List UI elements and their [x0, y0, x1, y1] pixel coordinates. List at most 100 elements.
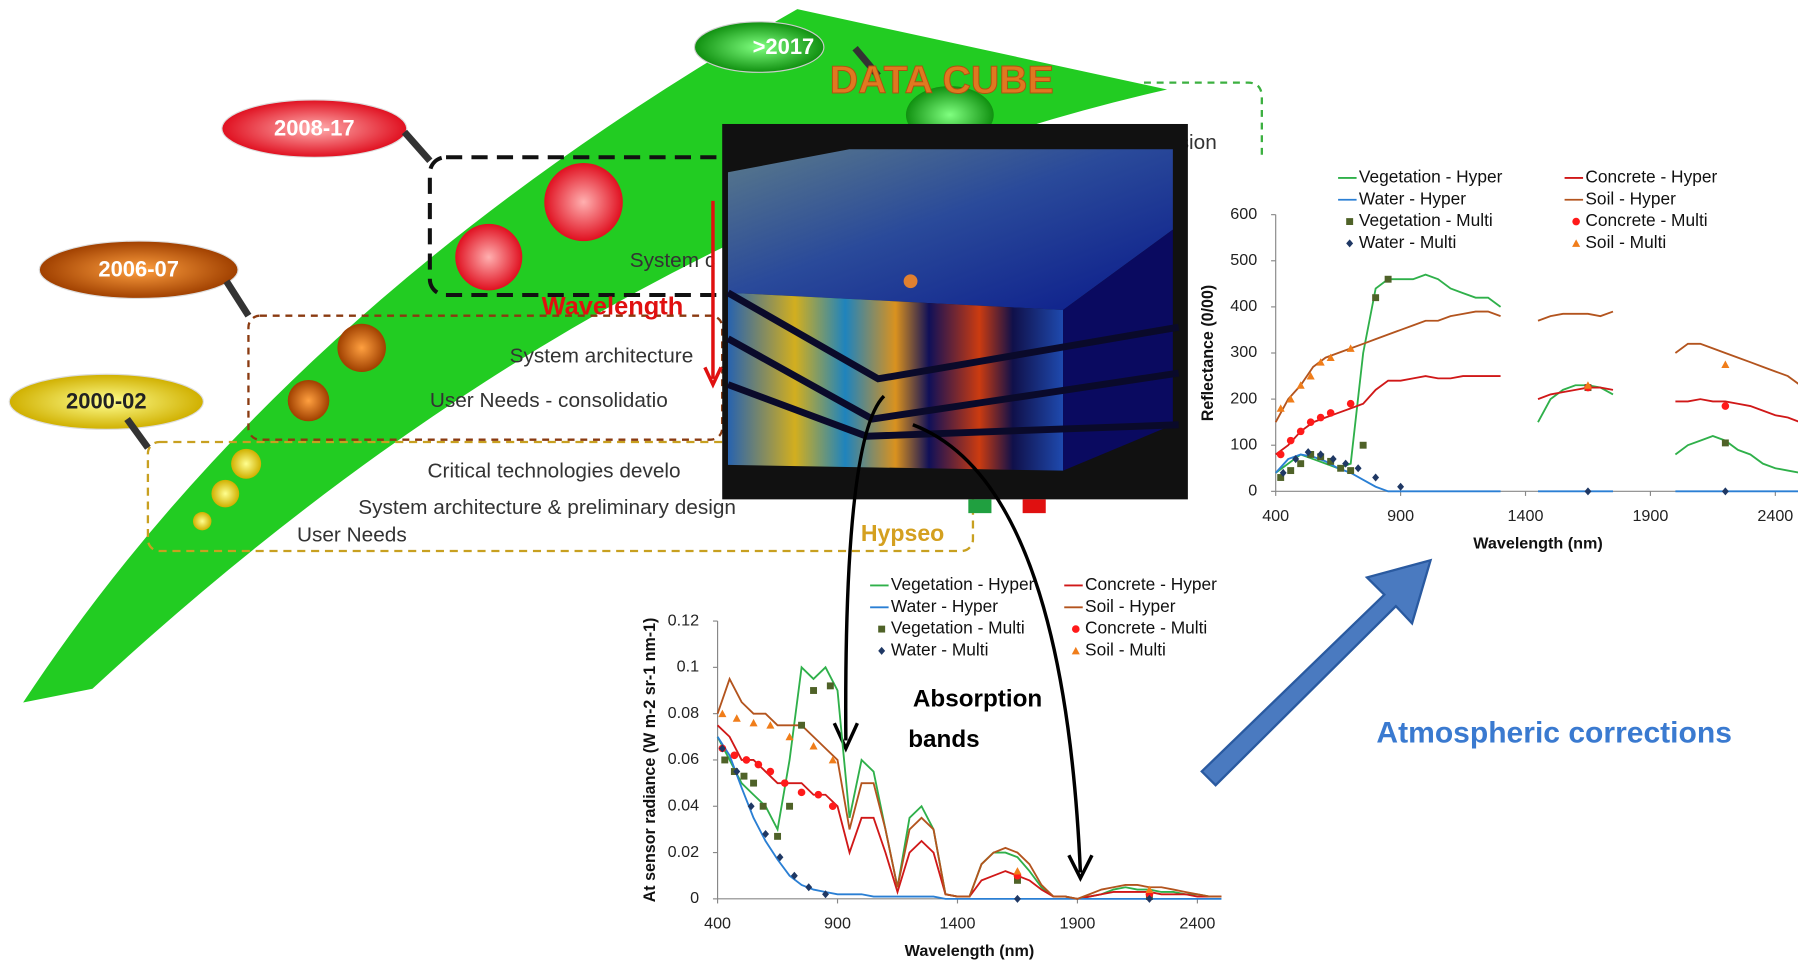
- ball: [455, 224, 522, 291]
- marker: [829, 802, 837, 810]
- correction-arrow: [1202, 560, 1431, 785]
- period-label: 2000-02: [66, 389, 147, 414]
- marker: [1585, 487, 1592, 495]
- legend-marker: [1346, 239, 1353, 247]
- marker: [1327, 409, 1335, 417]
- y-tick-label: 0.08: [668, 704, 699, 722]
- timeline-item: Critical technologies develo: [428, 459, 681, 482]
- band-marker: [1023, 499, 1046, 513]
- series-line: [1276, 312, 1798, 423]
- y-tick-label: 200: [1230, 389, 1257, 407]
- marker: [760, 803, 767, 810]
- marker: [741, 773, 748, 780]
- y-axis-title: At sensor radiance (W m-2 sr-1 nm-1): [641, 618, 659, 903]
- ball: [193, 512, 211, 530]
- x-tick-label: 1900: [1632, 507, 1668, 525]
- marker: [1385, 276, 1392, 283]
- mission-label: Hypseo: [861, 520, 944, 546]
- marker: [786, 803, 793, 810]
- marker: [810, 742, 818, 749]
- legend-label: Concrete - Multi: [1585, 210, 1707, 230]
- marker: [1287, 437, 1295, 445]
- x-tick-label: 900: [1387, 507, 1414, 525]
- x-axis-title: Wavelength (nm): [905, 942, 1035, 960]
- x-tick-label: 1900: [1059, 914, 1095, 932]
- y-tick-label: 300: [1230, 343, 1257, 361]
- x-tick-label: 1400: [1508, 507, 1544, 525]
- annotation: bands: [908, 726, 979, 753]
- marker: [731, 752, 739, 760]
- legend-label: Concrete - Hyper: [1585, 167, 1717, 187]
- marker: [1297, 428, 1305, 436]
- ball: [337, 324, 386, 372]
- marker: [1014, 895, 1021, 903]
- x-tick-label: 400: [1262, 507, 1289, 525]
- timeline-item: System architecture & preliminary design: [358, 496, 736, 519]
- timeline-item: User Needs - consolidatio: [430, 389, 668, 412]
- ball: [211, 480, 239, 508]
- pixel-marker: [904, 274, 918, 288]
- marker: [810, 687, 817, 694]
- x-axis-title: Wavelength (nm): [1473, 534, 1603, 552]
- x-tick-label: 2400: [1757, 507, 1793, 525]
- marker: [750, 780, 757, 787]
- x-tick-label: 1400: [940, 914, 976, 932]
- legend-label: Vegetation - Hyper: [891, 574, 1035, 594]
- marker: [1297, 460, 1304, 467]
- marker: [1337, 465, 1344, 472]
- x-tick-label: 900: [824, 914, 851, 932]
- y-tick-label: 0.04: [668, 797, 699, 815]
- legend-marker: [878, 626, 885, 633]
- band-marker: [968, 499, 991, 513]
- marker: [781, 779, 789, 787]
- period-label: 2008-17: [274, 116, 355, 141]
- legend-marker: [1072, 625, 1080, 633]
- legend-label: Soil - Multi: [1585, 232, 1666, 252]
- marker: [1722, 439, 1729, 446]
- legend-label: Water - Hyper: [1359, 188, 1466, 208]
- legend-marker: [1346, 218, 1353, 225]
- marker: [743, 756, 751, 764]
- legend-label: Water - Multi: [1359, 232, 1457, 252]
- ball: [288, 380, 330, 421]
- pointer: [404, 132, 429, 161]
- marker: [1722, 402, 1730, 410]
- legend-marker: [1572, 218, 1580, 226]
- marker: [1355, 464, 1362, 472]
- marker: [750, 719, 758, 726]
- legend-label: Water - Hyper: [891, 596, 998, 616]
- marker: [1721, 361, 1729, 368]
- x-tick-label: 400: [704, 914, 731, 932]
- pointer: [226, 281, 248, 315]
- marker: [1013, 867, 1021, 874]
- series-line: [1276, 275, 1798, 473]
- y-tick-label: 0: [690, 889, 699, 907]
- y-tick-label: 0: [1248, 482, 1257, 500]
- marker: [1397, 483, 1404, 491]
- legend-label: Soil - Multi: [1085, 639, 1166, 659]
- marker: [827, 682, 834, 689]
- marker: [755, 761, 763, 769]
- ball: [231, 449, 261, 479]
- y-tick-label: 500: [1230, 251, 1257, 269]
- timeline-item: System architecture: [510, 345, 694, 368]
- marker: [1347, 467, 1354, 474]
- marker: [774, 833, 781, 840]
- legend-label: Vegetation - Multi: [891, 618, 1025, 638]
- marker: [1277, 451, 1285, 459]
- legend-marker: [1572, 239, 1580, 246]
- marker: [1317, 414, 1325, 422]
- legend-label: Vegetation - Multi: [1359, 210, 1493, 230]
- cube-title: DATA CUBE: [830, 59, 1054, 102]
- marker: [798, 789, 806, 797]
- legend-label: Water - Multi: [891, 639, 989, 659]
- marker: [1722, 487, 1729, 495]
- marker: [1287, 467, 1294, 474]
- marker: [1347, 400, 1355, 408]
- marker: [733, 714, 741, 721]
- period-label: >2017: [753, 34, 815, 59]
- ball: [544, 163, 623, 241]
- marker: [1372, 294, 1379, 301]
- page: >2017 2008-17 2006-07 2000-02 sion Syste…: [0, 0, 1798, 962]
- marker: [805, 883, 812, 891]
